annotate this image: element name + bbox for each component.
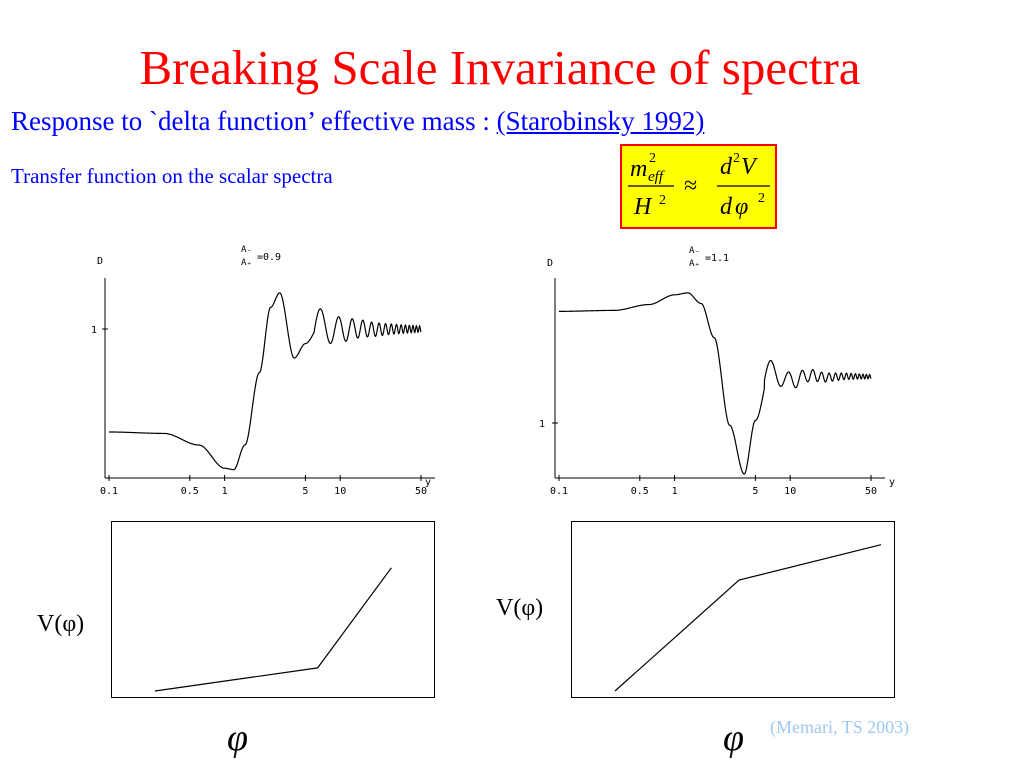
annotation-value: =0.9 [257,252,281,263]
formula-approx: ≈ [684,173,697,199]
y-axis-label: D [547,258,553,269]
x-tick-label: 10 [334,486,346,497]
subtitle: Response to `delta function’ effective m… [11,104,704,138]
x-ticks: 0.1 0.5 1 5 10 50 [550,475,877,497]
citation: (Memari, TS 2003) [770,717,910,737]
subtitle-text: Response to `delta function’ effective m… [11,106,497,136]
formula-phi-sup: 2 [758,191,765,206]
potential-frame [111,521,435,698]
annotation-den: A₊ [689,259,700,269]
subtitle-reference: (Starobinsky 1992) [496,106,705,136]
formula-m: m [630,156,647,182]
x-tick-label: 1 [222,486,228,497]
potential-curve [154,567,392,692]
x-tick-label: 0.1 [100,486,118,497]
potential-frame [571,521,895,698]
slide-title: Breaking Scale Invariance of spectra [139,40,861,95]
potential-curve [614,544,882,692]
x-axis-label: y [889,477,895,488]
x-tick-label: 50 [865,486,877,497]
formula-v: V [741,154,758,180]
x-axis-label: y [425,477,431,488]
phi-label-right: φ [723,717,745,759]
v-phi-label-right: V(φ) [496,595,544,621]
x-tick-label: 0.1 [550,486,568,497]
formula-h-sup: 2 [659,193,666,208]
y-axis-label: D [97,256,103,267]
formula-d-top-sup: 2 [733,151,740,166]
x-tick-label: 1 [672,486,678,497]
x-tick-label: 5 [752,486,758,497]
formula-d-top: d [720,154,733,180]
transfer-plot-left: D A₋ A₊ =0.9 1 y 0.1 0.5 1 5 10 50 [91,245,435,497]
x-tick-label: 0.5 [181,486,199,497]
potential-plot-left [111,521,435,698]
annotation-value: =1.1 [705,253,729,264]
formula-phi: φ [735,194,748,220]
transfer-curve [559,292,872,475]
annotation-num: A₋ [689,246,700,256]
formula-d-bottom: d [720,194,733,220]
formula-h: H [633,194,653,220]
x-tick-label: 5 [302,486,308,497]
phi-label-left: φ [227,717,249,759]
annotation-den: A₊ [241,258,252,268]
formula-m-sub: eff [648,169,665,185]
v-phi-label-left: V(φ) [37,611,85,637]
transfer-curve [109,292,422,471]
transfer-function-label: Transfer function on the scalar spectra [11,164,333,188]
formula: m 2 eff H 2 ≈ d 2 V d φ 2 [628,151,770,220]
potential-plot-right [571,521,895,698]
x-tick-label: 0.5 [631,486,649,497]
transfer-plot-right: D A₋ A₊ =1.1 1 y 0.1 0.5 1 5 10 50 [539,246,895,497]
annotation-num: A₋ [241,245,252,255]
x-tick-label: 50 [415,486,427,497]
y-tick-label: 1 [539,419,545,430]
formula-box: m 2 eff H 2 ≈ d 2 V d φ 2 [620,144,777,229]
formula-m-sup: 2 [649,151,656,166]
x-tick-label: 10 [784,486,796,497]
x-ticks: 0.1 0.5 1 5 10 50 [100,475,427,497]
y-tick-label: 1 [91,325,97,336]
